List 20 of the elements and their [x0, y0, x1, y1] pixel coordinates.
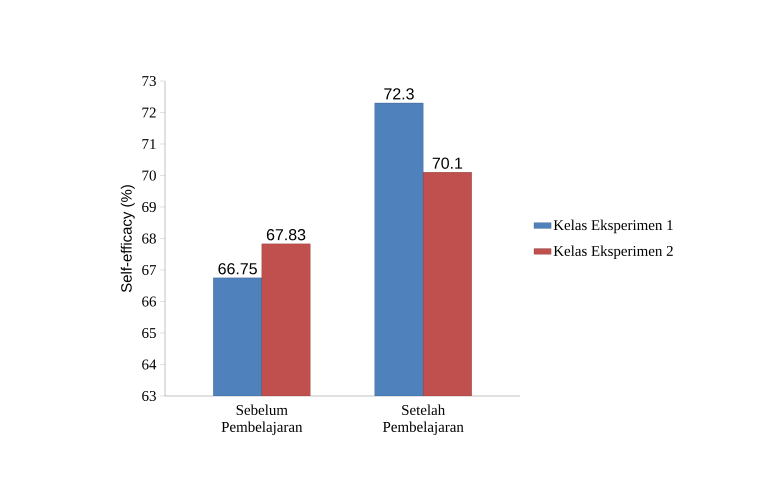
data-label: 67.83	[266, 229, 306, 240]
legend-label: Kelas Eksperimen 2	[554, 246, 673, 260]
y-tick-label: 66	[142, 296, 156, 307]
data-label: 72.3	[384, 88, 414, 100]
y-tick-label: 70	[142, 170, 156, 181]
y-tick-label: 69	[142, 202, 156, 212]
y-axis-title: Self-efficacy (%)	[120, 185, 135, 292]
y-tick-label: 63	[142, 390, 156, 402]
data-label: 66.75	[218, 263, 257, 274]
y-tick-label: 67	[142, 264, 156, 276]
y-tick-label: 73	[142, 76, 156, 86]
y-tick-label: 71	[142, 139, 156, 149]
y-tick-label: 72	[142, 108, 156, 118]
y-tick-label: 68	[142, 233, 156, 244]
y-tick-label: 65	[142, 328, 156, 338]
x-tick-label: Sebelum Pembelajaran	[222, 404, 302, 436]
y-tick-label: 64	[142, 359, 156, 370]
x-tick-label: Setelah Pembelajaran	[382, 404, 464, 436]
legend-label: Kelas Eksperimen 1	[554, 220, 673, 234]
data-label: 70.1	[432, 158, 462, 169]
